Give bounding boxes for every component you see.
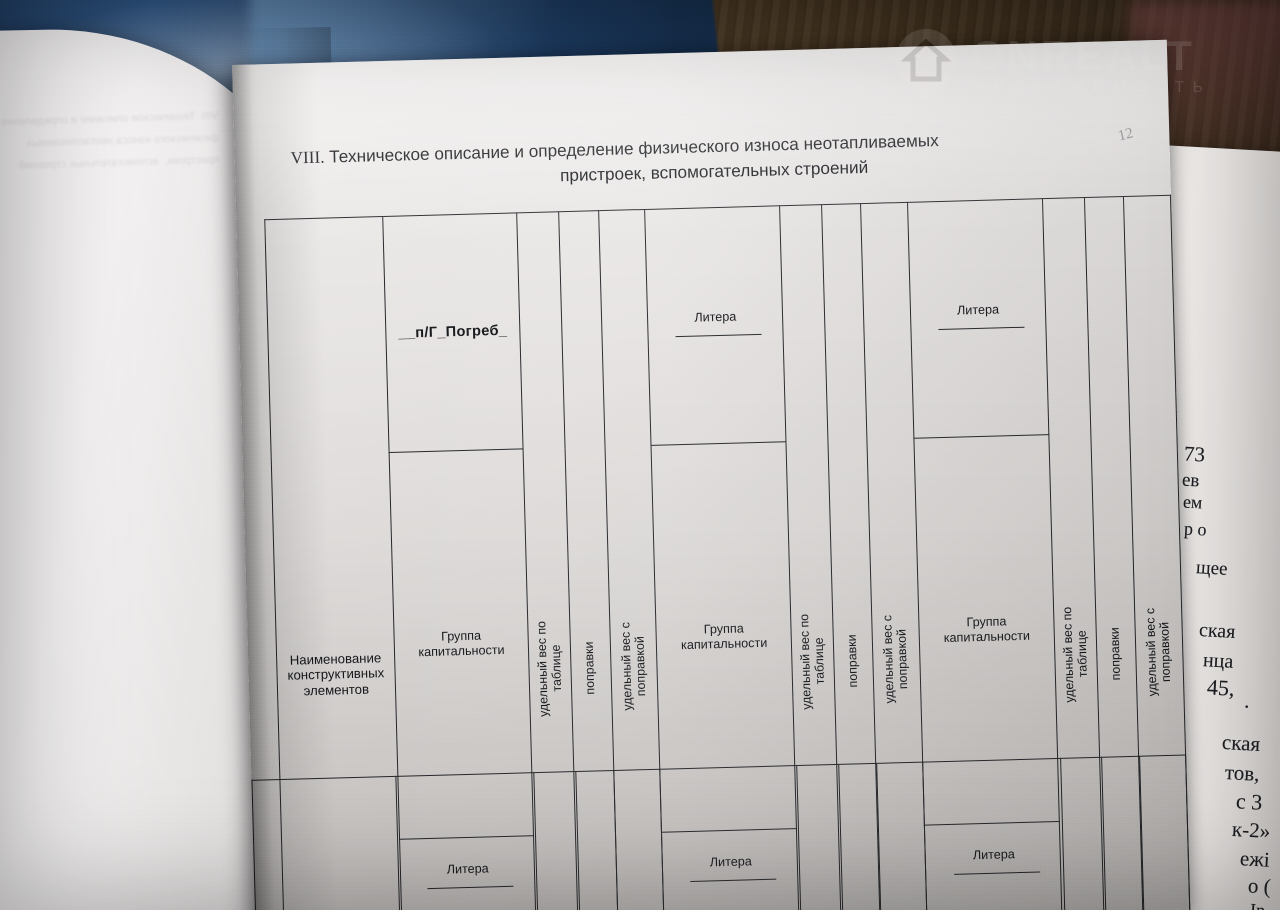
litera-header-1: __п/Г_Погреб_ (382, 212, 524, 453)
facing-page-fragment: ежі (1239, 846, 1271, 872)
facing-page-fragment: 45, (1206, 674, 1236, 701)
litera-label: Литера (956, 302, 1000, 318)
section-roman-numeral: VIII. (290, 147, 325, 168)
facing-page-fragment: тов, (1224, 760, 1261, 786)
litera-label: Литера (694, 309, 737, 325)
facing-page-fragment: ем (1182, 491, 1203, 513)
litera-label: Литера (446, 861, 489, 877)
litera-label: Литера (709, 854, 752, 870)
facing-page-fragment: ская (1221, 729, 1261, 757)
facing-page-fragment: 73 (1183, 441, 1206, 467)
litera-blank-line (675, 323, 762, 337)
facing-page-fragment: · (1242, 693, 1252, 720)
litera-blank-line (690, 868, 777, 883)
left-page-bleedthrough: VIII. Техническое описание и определение… (0, 109, 220, 172)
facing-page-fragment: ская (1198, 619, 1236, 643)
handwritten-page-number: 12 (1116, 125, 1135, 145)
second-litera-header-3: Литера (922, 758, 1066, 910)
litera-header-2: Литера (644, 205, 787, 446)
facing-page-fragment: щее (1195, 557, 1229, 580)
litera-label: Литера (972, 847, 1016, 863)
facing-page-fragment: с 3 (1235, 788, 1263, 815)
second-litera-header-2: Литера (659, 765, 803, 910)
litera-blank-line (937, 316, 1025, 330)
facing-page-fragment: нца (1202, 649, 1234, 673)
facing-page-fragment: р о (1183, 518, 1208, 540)
facing-page-fragment: к-2» (1231, 816, 1271, 844)
litera-header-3: Литера (907, 198, 1049, 439)
facing-page-fragment: о ( (1247, 873, 1272, 899)
page-title: VIII. Техническое описание и определение… (290, 123, 1111, 195)
litera-blank-line (427, 876, 514, 890)
facing-page-fragment: ев (1181, 469, 1201, 492)
document-page: VIII. Техническое описание и определение… (232, 39, 1211, 910)
second-litera-header-1: Литера (396, 772, 540, 910)
litera-blank-line (953, 861, 1040, 876)
facing-page-fragment: In (1249, 900, 1265, 910)
table-header-row-litera: Наименование конструктивных элементов __п/Г… (264, 195, 1196, 910)
